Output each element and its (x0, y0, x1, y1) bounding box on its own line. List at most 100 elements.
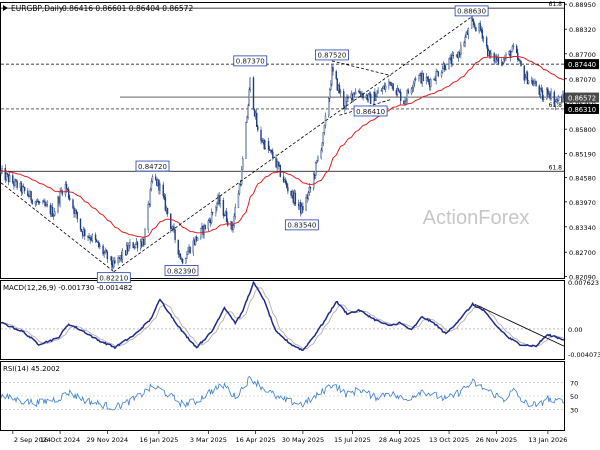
time-tick-label: 16 Apr 2025 (236, 436, 276, 444)
candle-body (542, 98, 545, 100)
candle-body (456, 54, 459, 59)
candle-body (471, 18, 474, 22)
candle-body (43, 200, 45, 203)
candle-body (516, 45, 518, 54)
candle-body (151, 176, 154, 182)
candle-body (523, 65, 525, 81)
price-label-box (96, 272, 131, 284)
candle-body (301, 206, 303, 214)
candle-body (170, 213, 172, 229)
candle-body (155, 176, 157, 180)
candle-body (374, 91, 376, 101)
price-tick-label: 0.88320 (569, 26, 596, 34)
candle-body (104, 249, 106, 253)
right-price-labels: 0.87440 0.86572 0.86310 (565, 59, 599, 114)
candle-body (50, 206, 53, 215)
candle-body (110, 256, 113, 265)
candle-body (240, 169, 243, 185)
candle-body (262, 140, 264, 143)
rsi-pane: 70 50 30 (0, 375, 578, 415)
rsi-title: RSI(14) 45.2002 (3, 365, 60, 373)
trend-lines (0, 16, 472, 272)
candle-body (314, 174, 316, 176)
candle-body (547, 88, 549, 94)
candle-body (15, 179, 17, 182)
candle-body (381, 88, 384, 91)
watermark-text: ActionForex (423, 207, 530, 229)
candle-body (242, 158, 244, 170)
candle-body (97, 241, 99, 243)
candle-body (45, 204, 47, 206)
candle-body (509, 50, 511, 58)
candle-body (4, 167, 6, 181)
candle-body (464, 36, 466, 44)
candle-body (239, 183, 242, 185)
candle-body (105, 249, 107, 253)
candle-body (451, 54, 453, 65)
candle-body (339, 91, 342, 93)
candle-body (139, 241, 142, 249)
candle-body (420, 73, 422, 84)
candle-body (80, 228, 83, 232)
candle-body (178, 253, 181, 255)
macd-tick-label: 0.00 (568, 326, 582, 334)
candle-body (496, 57, 499, 60)
macd-trend-line (474, 303, 565, 347)
candle-body (37, 201, 40, 203)
candle-body (186, 254, 188, 259)
candle-body (555, 99, 558, 102)
candle-body (102, 245, 104, 255)
candle-body (52, 215, 55, 217)
candle-body (535, 81, 537, 87)
candle-body (157, 179, 159, 186)
price-tick-label: 0.84580 (569, 175, 596, 183)
level-price-tag (565, 103, 599, 114)
macd-tick-label: 0.007623 (568, 279, 599, 287)
candle-body (533, 83, 535, 86)
collapse-arrow-icon[interactable] (3, 5, 8, 11)
candle-body (519, 60, 521, 62)
candle-body (407, 90, 409, 94)
candle-body (384, 85, 387, 90)
candle-body (297, 203, 300, 206)
time-tick-label: 26 Nov 2025 (475, 436, 517, 444)
candle-body (147, 203, 149, 230)
candle-body (466, 32, 468, 36)
candle-body (359, 91, 361, 94)
candle-body (173, 226, 175, 230)
candle-body (563, 94, 565, 99)
candle-body (207, 220, 210, 230)
candle-body (395, 90, 398, 95)
candle-body (30, 191, 32, 201)
candle-body (294, 192, 297, 205)
candle-body (410, 88, 413, 94)
price-tick-label: 0.85800 (569, 126, 596, 134)
candle-body (156, 179, 158, 186)
candle-body (473, 21, 475, 26)
candle-body (118, 257, 120, 260)
candle-body (263, 140, 265, 149)
candle-body (192, 240, 195, 254)
candle-body (527, 80, 530, 85)
candle-body (549, 93, 551, 99)
candle-body (467, 28, 470, 36)
candle-body (276, 161, 278, 168)
candle-body (257, 126, 259, 131)
candle-body (193, 240, 196, 245)
candle-body (445, 68, 447, 70)
candle-body (35, 201, 38, 203)
candle-body (554, 101, 557, 107)
current-price-text: 0.86572 (568, 95, 596, 103)
candle-body (441, 68, 444, 73)
candle-body (426, 76, 429, 80)
candle-body (202, 226, 204, 235)
candle-body (511, 45, 514, 53)
candle-body (360, 93, 362, 97)
candle-body (34, 201, 37, 204)
candle-body (252, 77, 255, 110)
candle-body (237, 193, 240, 208)
price-label-box (233, 55, 268, 67)
candle-body (307, 192, 309, 199)
candle-body (434, 78, 436, 81)
candle-body (548, 93, 550, 95)
